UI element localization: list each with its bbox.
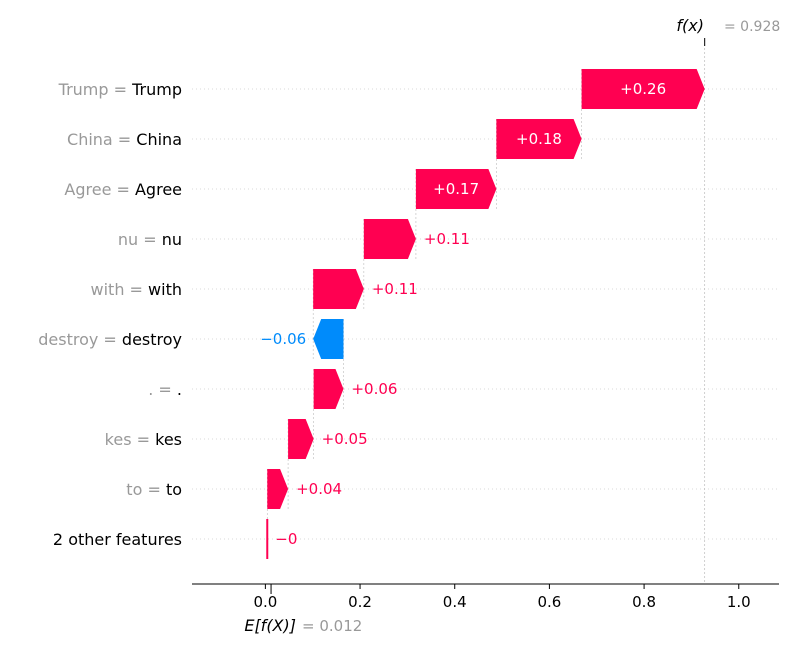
feature-label: with = with bbox=[91, 280, 182, 299]
feature-name: China = bbox=[67, 130, 136, 149]
bar-kes bbox=[288, 419, 314, 459]
bar-china bbox=[496, 119, 582, 159]
label-layer: +0.26 Trump = Trump +0.18 China = China +0.1… bbox=[38, 80, 666, 549]
feature-name: . = bbox=[148, 380, 177, 399]
bar-value-label: +0.18 bbox=[516, 130, 562, 148]
feature-value: nu bbox=[162, 230, 182, 249]
feature-name: Agree = bbox=[64, 180, 135, 199]
feature-name: Trump = bbox=[58, 80, 132, 99]
bar-agree bbox=[415, 169, 497, 209]
feature-label: China = China bbox=[67, 130, 182, 149]
bar-value-label: +0.06 bbox=[351, 380, 397, 398]
x-axis: 0.0 0.2 0.4 0.6 0.8 1.0 bbox=[192, 583, 779, 611]
output-value-label: f(x) bbox=[676, 16, 704, 35]
x-tick-label: 0.8 bbox=[632, 593, 656, 611]
feature-label: . = . bbox=[148, 380, 182, 399]
bar-destroy bbox=[313, 319, 344, 359]
x-tick-label: 0.2 bbox=[348, 593, 372, 611]
x-tick-label: 0.0 bbox=[253, 593, 277, 611]
bar-value-label: +0.17 bbox=[433, 180, 479, 198]
bar-trump bbox=[581, 69, 705, 109]
x-tick-label: 0.4 bbox=[443, 593, 467, 611]
feature-label: destroy = destroy bbox=[38, 330, 182, 349]
feature-label: Trump = Trump bbox=[58, 80, 182, 99]
feature-value: Trump bbox=[131, 80, 182, 99]
feature-value: . bbox=[177, 380, 182, 399]
feature-name: destroy = bbox=[38, 330, 122, 349]
base-value-label: E[f(X)] bbox=[244, 616, 296, 635]
feature-value: kes bbox=[155, 430, 182, 449]
feature-name: nu = bbox=[118, 230, 162, 249]
feature-label: nu = nu bbox=[118, 230, 182, 249]
bar-value-label: +0.05 bbox=[322, 430, 368, 448]
guide-layer bbox=[266, 38, 706, 594]
feature-label: to = to bbox=[126, 480, 182, 499]
x-tick-label: 1.0 bbox=[727, 593, 751, 611]
bar-with bbox=[313, 269, 364, 309]
bar-value-label: +0.11 bbox=[372, 280, 418, 298]
feature-label: kes = kes bbox=[105, 430, 182, 449]
feature-label: Agree = Agree bbox=[64, 180, 182, 199]
feature-name: kes = bbox=[105, 430, 155, 449]
base-value-text: = 0.012 bbox=[302, 617, 362, 635]
feature-name: to = bbox=[126, 480, 166, 499]
bar-- bbox=[313, 369, 344, 409]
feature-value: 2 other features bbox=[53, 530, 182, 549]
feature-value: with bbox=[148, 280, 182, 299]
bar-value-label: −0 bbox=[275, 530, 297, 548]
feature-value: to bbox=[166, 480, 182, 499]
feature-value: China bbox=[136, 130, 182, 149]
output-value-text: = 0.928 bbox=[724, 19, 780, 35]
bar-nu bbox=[363, 219, 416, 259]
x-tick-label: 0.6 bbox=[537, 593, 561, 611]
bar-value-label: +0.04 bbox=[296, 480, 342, 498]
feature-label: 2 other features bbox=[53, 530, 182, 549]
bar-value-label: +0.26 bbox=[620, 80, 666, 98]
feature-value: destroy bbox=[122, 330, 182, 349]
bar-value-label: −0.06 bbox=[260, 330, 306, 348]
feature-name: with = bbox=[91, 280, 149, 299]
bar-layer bbox=[266, 69, 705, 559]
feature-value: Agree bbox=[135, 180, 182, 199]
bar-value-label: +0.11 bbox=[424, 230, 470, 248]
bar-to bbox=[267, 469, 289, 509]
